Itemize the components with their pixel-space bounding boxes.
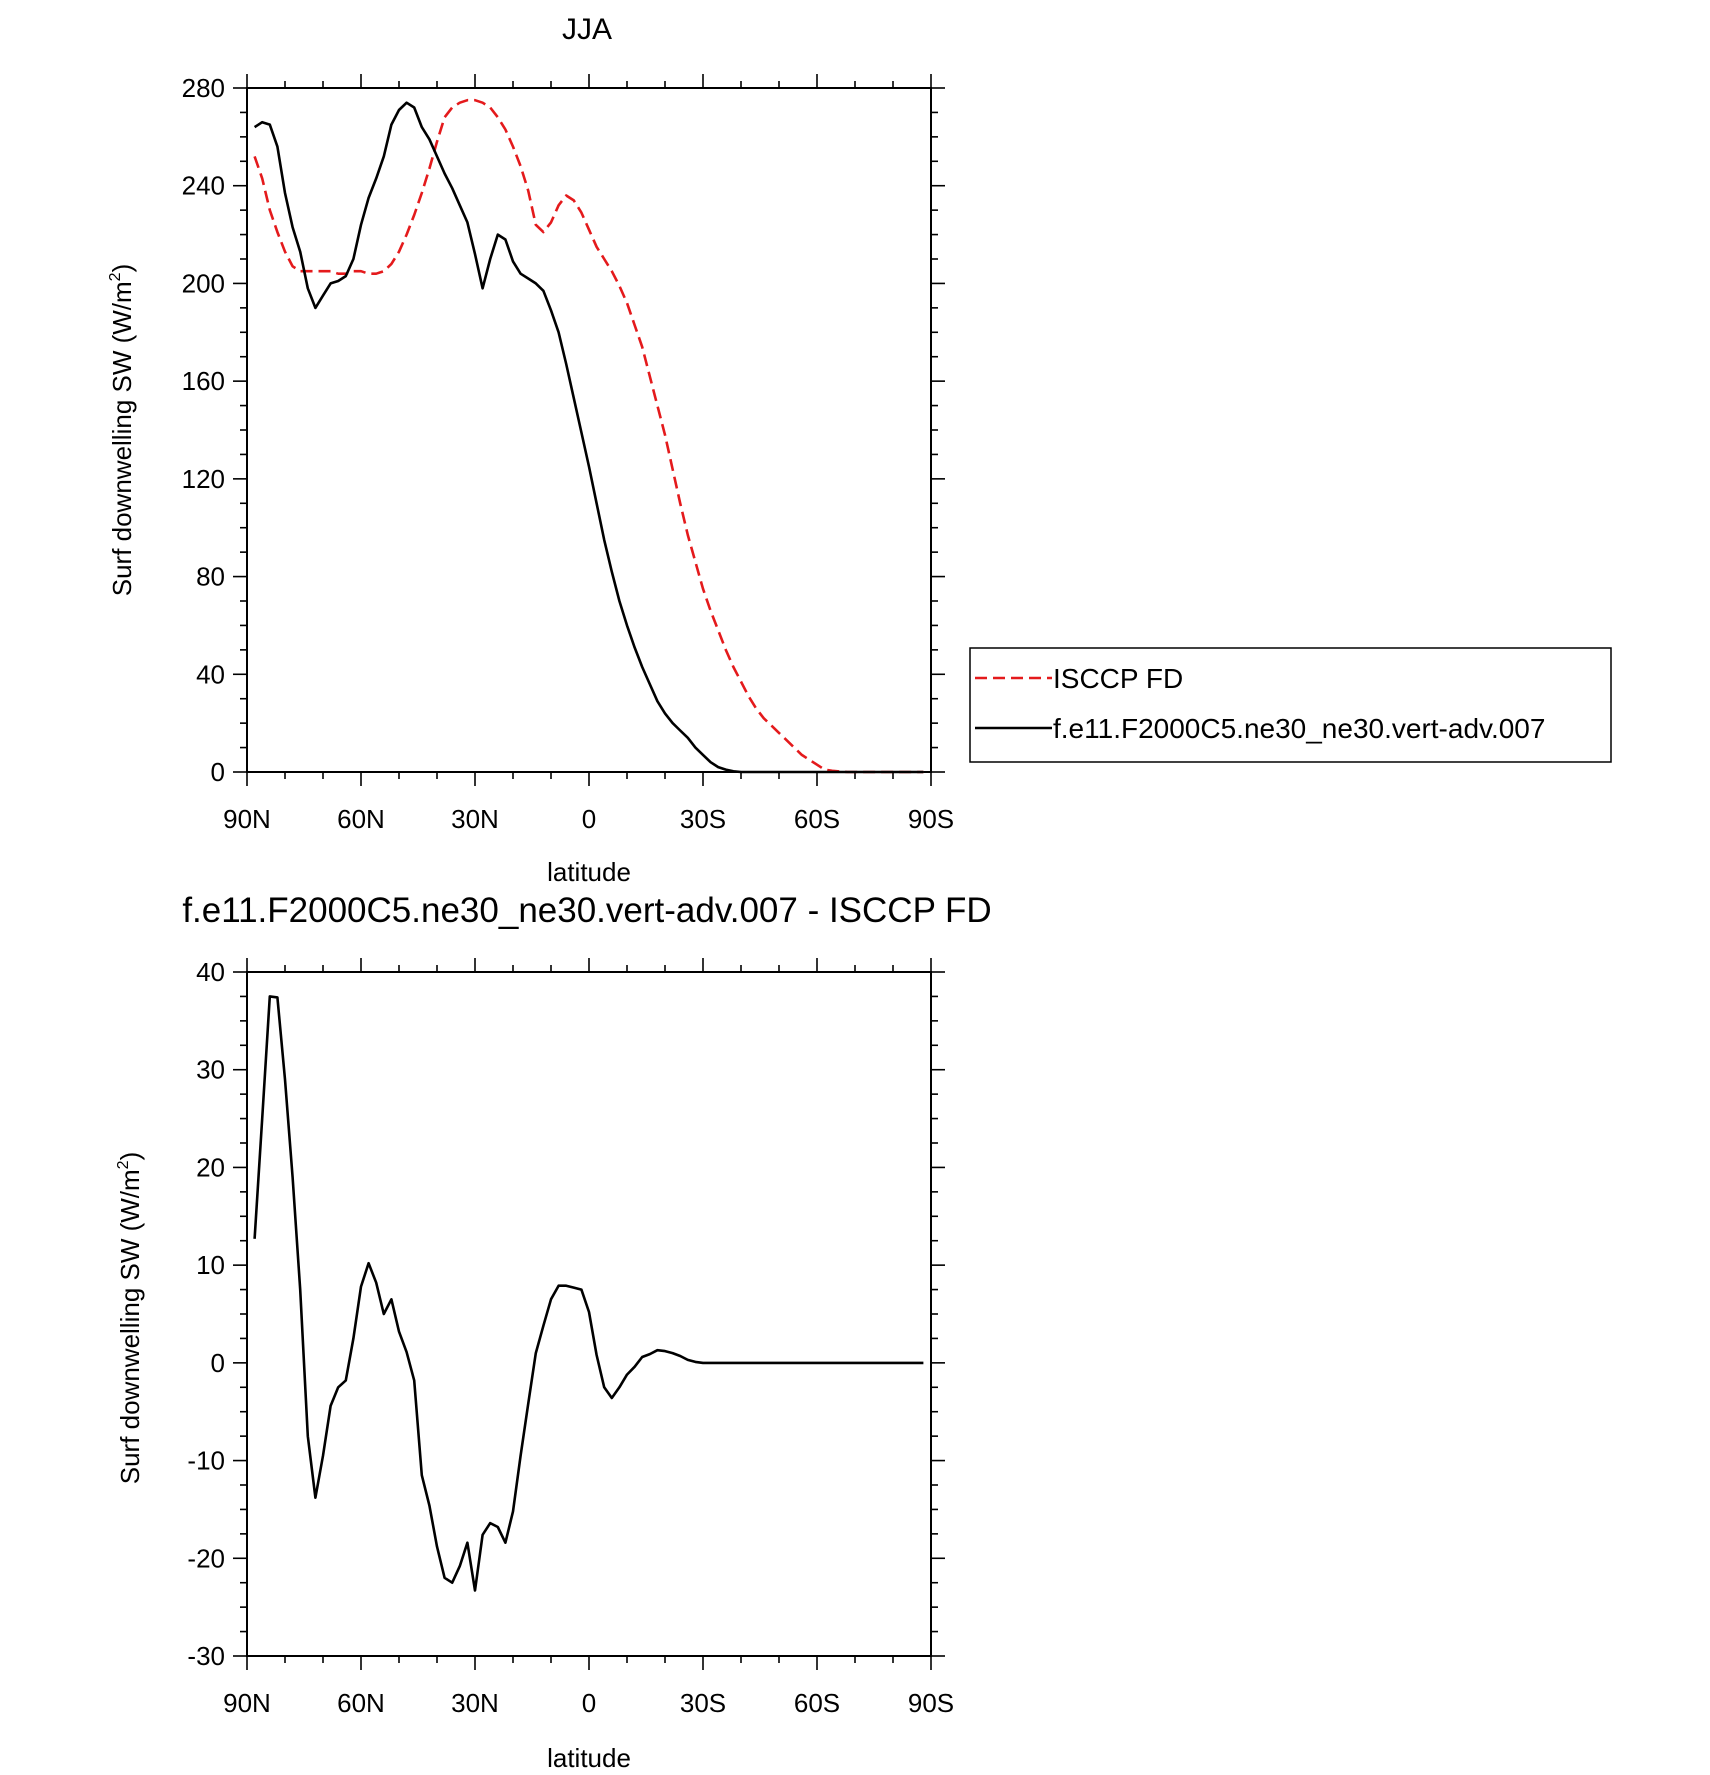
top-xtick-label: 30N	[451, 804, 499, 834]
legend: ISCCP FD f.e11.F2000C5.ne30_ne30.vert-ad…	[969, 647, 1612, 763]
bottom-ytick-label: 20	[196, 1152, 225, 1182]
top-xtick-label: 60N	[337, 804, 385, 834]
bottom-series-model-line	[253, 995, 924, 1592]
top-xtick-label: 60S	[794, 804, 840, 834]
bottom-ytick-label: 10	[196, 1250, 225, 1280]
bottom-xtick-label: 30S	[680, 1688, 726, 1718]
top-ytick-label: 0	[211, 757, 225, 787]
top-x-axis-label: latitude	[547, 857, 631, 887]
top-xtick-label: 0	[582, 804, 596, 834]
top-y-axis-label-close: )	[107, 264, 137, 273]
top-ytick-label: 240	[182, 171, 225, 201]
bottom-ytick-label: -20	[187, 1543, 225, 1573]
bottom-series-group	[253, 995, 924, 1592]
bottom-y-axis: -30 -20 -10 0 10 20 30 40	[187, 957, 945, 1671]
top-chart-panel: JJA 0 40 80 120 160 200 240 280 90N 60N 30N 0 30S 60…	[107, 13, 954, 887]
top-chart-title: JJA	[562, 13, 612, 46]
bottom-xtick-label: 60N	[337, 1688, 385, 1718]
top-series-model-line	[253, 101, 924, 774]
top-xtick-label: 90S	[908, 804, 954, 834]
bottom-xtick-label: 60S	[794, 1688, 840, 1718]
bottom-ytick-label: 0	[211, 1348, 225, 1378]
bottom-ytick-label: -30	[187, 1641, 225, 1671]
top-ytick-label: 160	[182, 366, 225, 396]
bottom-ytick-label: -10	[187, 1446, 225, 1476]
legend-label-isccp: ISCCP FD	[1053, 663, 1183, 694]
top-series-isccp-fd-line	[253, 98, 924, 774]
top-ytick-label: 200	[182, 268, 225, 298]
top-plot-frame	[246, 87, 932, 773]
bottom-xtick-label: 90N	[223, 1688, 271, 1718]
bottom-chart-panel: f.e11.F2000C5.ne30_ne30.vert-adv.007 - I…	[115, 891, 992, 1773]
top-xtick-label: 30S	[680, 804, 726, 834]
bottom-x-axis-label: latitude	[547, 1743, 631, 1773]
top-series-group	[253, 98, 924, 774]
bottom-y-axis-label-close: )	[115, 1152, 145, 1161]
top-ytick-label: 80	[196, 562, 225, 592]
top-xtick-label: 90N	[223, 804, 271, 834]
top-y-axis: 0 40 80 120 160 200 240 280	[182, 73, 945, 787]
top-y-axis-label-sup: 2	[107, 272, 124, 281]
top-ytick-label: 120	[182, 464, 225, 494]
top-y-axis-label: Surf downwelling SW (W/m2)	[107, 264, 137, 597]
legend-box	[969, 647, 1612, 763]
bottom-y-axis-label-text: Surf downwelling SW (W/m	[115, 1169, 145, 1484]
bottom-xtick-label: 0	[582, 1688, 596, 1718]
top-y-axis-label-text: Surf downwelling SW (W/m	[107, 281, 137, 596]
bottom-chart-title: f.e11.F2000C5.ne30_ne30.vert-adv.007 - I…	[182, 891, 991, 930]
top-ytick-label: 40	[196, 659, 225, 689]
bottom-xtick-label: 90S	[908, 1688, 954, 1718]
bottom-ytick-label: 40	[196, 957, 225, 987]
bottom-y-axis-label-sup: 2	[115, 1160, 132, 1169]
bottom-y-axis-label: Surf downwelling SW (W/m2)	[115, 1152, 145, 1485]
top-ytick-label: 280	[182, 73, 225, 103]
top-x-axis: 90N 60N 30N 0 30S 60S 90S	[223, 74, 954, 834]
bottom-x-axis: 90N 60N 30N 0 30S 60S 90S	[223, 958, 954, 1718]
bottom-ytick-label: 30	[196, 1055, 225, 1085]
bottom-xtick-label: 30N	[451, 1688, 499, 1718]
legend-label-model: f.e11.F2000C5.ne30_ne30.vert-adv.007	[1053, 713, 1545, 744]
